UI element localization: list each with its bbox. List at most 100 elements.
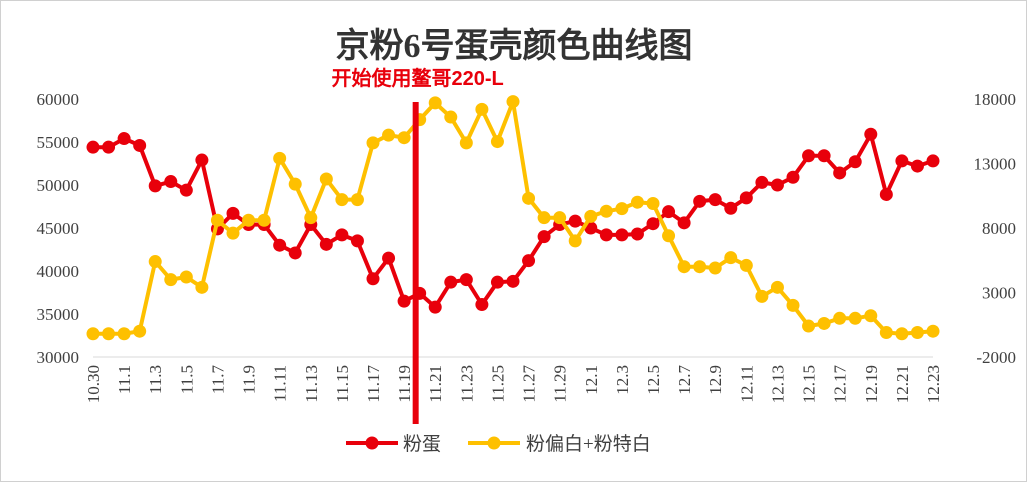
data-point [210, 213, 224, 227]
data-point [366, 136, 380, 150]
x-tick-label: 11.7 [208, 365, 227, 395]
data-point [522, 191, 536, 205]
data-point [444, 275, 458, 289]
annotation-label: 开始使用鳌哥220-L [332, 66, 504, 90]
x-tick-label: 11.9 [240, 365, 259, 394]
data-point [864, 309, 878, 323]
right-tick-label: 8000 [982, 219, 1016, 238]
x-tick-label: 12.5 [644, 365, 663, 395]
data-point [817, 316, 831, 330]
x-tick-label: 11.23 [457, 365, 476, 403]
x-tick-label: 12.7 [675, 365, 694, 395]
data-point [833, 166, 847, 180]
data-point [522, 254, 536, 268]
data-point [662, 229, 676, 243]
data-point [117, 132, 131, 146]
right-tick-label: 13000 [974, 155, 1017, 174]
chart-title: 京粉6号蛋壳颜色曲线图 [336, 27, 693, 65]
data-point [568, 214, 582, 228]
annotation-marker-line [412, 102, 419, 424]
data-point [817, 149, 831, 163]
data-point [490, 275, 504, 289]
data-point [848, 311, 862, 325]
data-point [895, 327, 909, 341]
data-point [833, 311, 847, 325]
data-point [708, 261, 722, 275]
data-point [506, 274, 520, 288]
data-point [444, 110, 458, 124]
data-point [568, 234, 582, 248]
data-point [537, 211, 551, 225]
data-point [226, 206, 240, 220]
data-point [319, 237, 333, 251]
data-point [335, 193, 349, 207]
x-tick-label: 12.13 [768, 365, 787, 403]
data-point [459, 136, 473, 150]
data-point [910, 159, 924, 173]
legend-swatch-marker [487, 436, 501, 450]
data-point [459, 273, 473, 287]
data-point [755, 289, 769, 303]
data-point [257, 213, 271, 227]
data-point [584, 209, 598, 223]
data-point [397, 131, 411, 145]
legend-label: 粉偏白+粉特白 [526, 433, 651, 455]
x-tick-label: 11.5 [177, 365, 196, 394]
x-axis-ticks: 10.30 11.1 11.3 11.5 11.7 11.9 11.11 11.13 11.15… [84, 365, 943, 404]
data-point [288, 246, 302, 260]
data-point [475, 102, 489, 116]
data-point [693, 260, 707, 274]
left-tick-label: 60000 [37, 90, 80, 109]
data-point [879, 187, 893, 201]
data-point [537, 230, 551, 244]
legend-swatch-marker [365, 436, 379, 450]
data-point [133, 138, 147, 152]
x-tick-label: 12.19 [862, 365, 881, 403]
data-point [646, 196, 660, 210]
data-point [117, 327, 131, 341]
x-tick-label: 11.1 [115, 365, 134, 394]
data-point [102, 327, 116, 341]
data-point [428, 300, 442, 314]
data-point [770, 280, 784, 294]
data-point [304, 211, 318, 225]
data-point [288, 177, 302, 191]
data-point [786, 170, 800, 184]
data-point [755, 175, 769, 189]
chart-legend: 粉蛋 粉偏白+粉特白 [346, 433, 651, 455]
left-tick-label: 35000 [37, 305, 80, 324]
x-tick-label: 12.15 [800, 365, 819, 403]
data-point [226, 226, 240, 240]
data-point [366, 272, 380, 286]
data-point [475, 298, 489, 312]
x-tick-label: 11.27 [520, 365, 539, 403]
data-point [802, 319, 816, 333]
data-point [506, 95, 520, 109]
data-point [179, 183, 193, 197]
x-tick-label: 12.1 [582, 365, 601, 395]
x-tick-label: 11.25 [488, 365, 507, 403]
data-point [273, 151, 287, 165]
right-axis-ticks: 18000 13000 8000 3000 -2000 [974, 90, 1017, 367]
right-tick-label: 3000 [982, 284, 1016, 303]
left-tick-label: 30000 [37, 348, 80, 367]
data-point [133, 324, 147, 338]
data-point [335, 228, 349, 242]
data-point [802, 149, 816, 163]
data-point [428, 96, 442, 110]
series-layer [86, 95, 940, 341]
series-1 [86, 127, 940, 314]
data-point [724, 251, 738, 265]
data-point [350, 234, 364, 248]
data-point [164, 175, 178, 189]
data-point [708, 193, 722, 207]
data-point [662, 205, 676, 219]
data-point [895, 154, 909, 168]
data-point [148, 179, 162, 193]
data-point [86, 140, 100, 154]
right-tick-label: 18000 [974, 90, 1017, 109]
data-point [646, 217, 660, 231]
x-tick-label: 11.19 [395, 365, 414, 403]
